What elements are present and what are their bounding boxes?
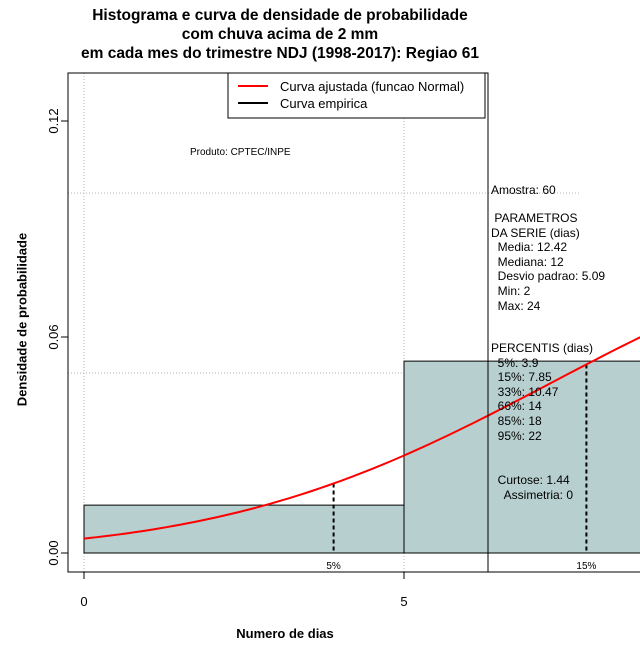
percentile-label-1: 5% (326, 561, 341, 572)
chart-title-line-1: Histograma e curva de densidade de proba… (92, 7, 468, 24)
shape-stats-text: Curtose: 1.44 Assimetria: 0 (497, 473, 574, 502)
x-tick-label-1: 0 (80, 594, 87, 609)
percentiles-text: PERCENTIS (dias) 5%: 3.9 15%: 7.85 33%: … (491, 341, 594, 443)
chart-title-line-3: em cada mes do trimestre NDJ (1998-2017)… (80, 45, 479, 62)
product-annotation: Produto: CPTEC/INPE (190, 147, 291, 158)
y-tick-label-1: 0.00 (46, 540, 61, 565)
histogram-bar-1 (83, 504, 405, 554)
normal-fit-curve (83, 336, 640, 540)
histogram-bar-2 (403, 360, 640, 554)
legend-box (227, 72, 486, 119)
sample-size-text: Amostra: 60 (491, 183, 556, 197)
y-tick-label-2: 0.06 (46, 324, 61, 349)
legend-label-2: Curva empirica (280, 96, 368, 111)
series-parameters-text: PARAMETROS DA SERIE (dias) Media: 12.42 … (491, 211, 606, 313)
x-axis-label: Numero de dias (236, 626, 334, 641)
x-tick-label-2: 5 (400, 594, 407, 609)
y-tick-label-3: 0.12 (46, 108, 61, 133)
chart-title-line-2: com chuva acima de 2 mm (181, 26, 379, 43)
y-axis-label: Densidade de probabilidade (14, 232, 30, 407)
percentile-label-2: 15% (576, 561, 596, 572)
legend-label-1: Curva ajustada (funcao Normal) (280, 79, 464, 94)
